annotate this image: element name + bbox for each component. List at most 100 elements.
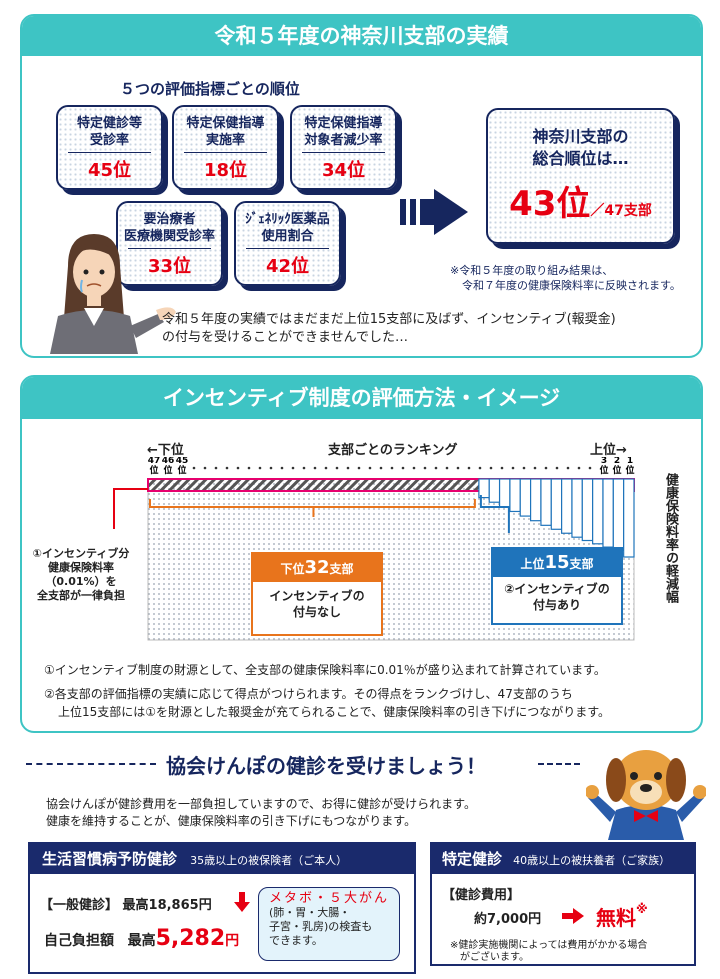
burden-line: 全支部が一律負担 (37, 589, 125, 602)
upper-reduction-bar (540, 478, 552, 526)
upper-group-box: 上位15支部 ②インセンティブの 付与あり (491, 547, 623, 625)
rank-label: 46 (162, 457, 175, 466)
general-checkup-cost: 【一般健診】 最高18,865円 (40, 898, 212, 913)
ellipsis-dot (269, 466, 273, 470)
self-pay-prefix: 最高 (127, 933, 156, 949)
dog-mascot-illustration (586, 750, 706, 840)
checkup-body-2: 健康を維持することが、健康保険料率の引き下げにもつながります。 (46, 814, 417, 828)
burden-line: （0.01%）を (45, 575, 117, 588)
metric-label: 特定健診等 (76, 116, 142, 131)
metric-card-2: 特定保健指導 実施率 18位 (172, 105, 279, 190)
arrow-right-icon (400, 189, 468, 235)
ellipsis-dot (566, 466, 570, 470)
ellipsis-dot (588, 466, 592, 470)
rank-label-suffix: 位 (612, 464, 621, 476)
metric-rank: 33位 (147, 256, 192, 277)
self-pay-label: 自己負担額 (44, 933, 114, 949)
rank-label-suffix: 位 (625, 464, 634, 476)
free-mark: ※ (636, 902, 648, 916)
ellipsis-dot (478, 466, 482, 470)
ellipsis-dot (313, 466, 317, 470)
rank-label-suffix: 位 (149, 464, 158, 476)
free-label: 無料※ (596, 902, 648, 931)
metric-label: 医療機関受診率 (123, 229, 215, 244)
lower-group-head: 下位32支部 (253, 554, 381, 582)
rank-label: 47 (148, 457, 161, 466)
rank-label: 1 (627, 457, 633, 466)
metric-card-5: ｼﾞｪﾈﾘｯｸ医薬品 使用割合 42位 (234, 201, 341, 286)
ellipsis-dot (467, 466, 471, 470)
ellipsis-dot (346, 466, 350, 470)
upper-reduction-bar (592, 478, 604, 545)
checkup-cost: 約7,000円 (474, 912, 542, 927)
cost-note: ※健診実施機関によっては費用がかかる場合 (450, 940, 648, 951)
lower-group-text: インセンティブの (269, 589, 365, 603)
metric-rank: 42位 (265, 256, 310, 277)
upper-reduction-bar (519, 478, 532, 517)
upper-group-head: 上位15支部 (493, 549, 621, 577)
upper-reduction-bar (571, 478, 583, 538)
free-value: 無料 (596, 906, 636, 930)
ellipsis-dot (225, 466, 229, 470)
burden-connector (113, 488, 148, 529)
ellipsis-dot (544, 466, 548, 470)
upper-group-bracket (479, 495, 509, 508)
section-results-title: 令和５年度の神奈川支部の実績 (22, 16, 701, 56)
metric-label: 実施率 (205, 133, 245, 148)
upper-reduction-bar (612, 478, 625, 552)
specific-checkup-title: 特定健診 (442, 850, 503, 868)
dash-line (26, 763, 156, 765)
rank-label-suffix: 位 (177, 464, 186, 476)
metabo-callout: メタボ・５大がん (肺・胃・大腸・ 子宮・乳房)の検査も できます。 (258, 887, 400, 961)
incentive-note-2b: 上位15支部には①を財源とした報奨金が充てられることで、健康保険料率の引き下げに… (58, 705, 610, 719)
metabo-text: 子宮・乳房)の検査も (269, 920, 373, 933)
ellipsis-dot (302, 466, 306, 470)
ellipsis-dot (533, 466, 537, 470)
incentive-note-2a: ②各支部の評価指標の実績に応じて得点がつけられます。その得点をランクづけし、47… (44, 687, 573, 701)
upper-reduction-bar (498, 478, 511, 508)
specific-checkup-subtitle: 40歳以上の被扶養者（ご家族） (513, 854, 671, 867)
section-incentive: インセンティブ制度の評価方法・イメージ ←下位 支部ごとのランキング 上位→ 健… (20, 375, 703, 733)
ellipsis-dot (401, 466, 405, 470)
ellipsis-dot (368, 466, 372, 470)
metabo-text: できます。 (269, 934, 323, 947)
ellipsis-dot (335, 466, 339, 470)
lifestyle-checkup-head: 生活習慣病予防健診 35歳以上の被保険者（ご本人） (30, 844, 414, 874)
checkup-body-1: 協会けんぽが健診費用を一部負担していますので、お得に健診が受けられます。 (46, 797, 476, 811)
incentive-note-1: ①インセンティブ制度の財源として、全支部の健康保険料率に0.01％が盛り込まれて… (44, 663, 606, 677)
upper-reduction-bar (509, 478, 521, 513)
dash-line (538, 763, 580, 765)
ellipsis-dot (291, 466, 295, 470)
metric-label: 使用割合 (261, 229, 314, 244)
lower-group-text: 付与なし (292, 605, 341, 619)
checkup-title-row: 協会けんぽの健診を受けましょう！ (20, 750, 580, 778)
upper-reduction-bar (602, 478, 614, 548)
checkup-cost-label: 【健診費用】 (442, 888, 521, 903)
rank-label: 3 (601, 457, 607, 466)
ellipsis-dot (412, 466, 416, 470)
arrow-right-red-icon (562, 908, 584, 924)
ellipsis-dot (379, 466, 383, 470)
specific-checkup-box: 特定健診 40歳以上の被扶養者（ご家族） 【健診費用】 約7,000円 無料※ … (430, 842, 696, 966)
speech-text: の付与を受けることができませんでした… (162, 330, 408, 345)
metric-label: ｼﾞｪﾈﾘｯｸ医薬品 (245, 212, 330, 227)
total-rank-value: 43位 (509, 184, 591, 224)
upper-group-text: ②インセンティブの (504, 582, 610, 596)
cost-note: がございます。 (460, 952, 529, 963)
burden-text: ①インセンティブ分 健康保険料率 （0.01%）を 全支部が一律負担 (22, 547, 140, 603)
ellipsis-dot (192, 466, 196, 470)
metric-rank: 45位 (87, 160, 132, 181)
ellipsis-dot (522, 466, 526, 470)
ellipsis-dot (456, 466, 460, 470)
metric-rank: 34位 (321, 160, 366, 181)
ellipsis-dot (390, 466, 394, 470)
upper-reduction-bar (488, 478, 501, 503)
metric-label: 特定保健指導 (186, 116, 265, 131)
chart-right-direction: 上位→ (590, 443, 627, 458)
metabo-title: メタボ・５大がん (269, 891, 390, 906)
metric-label: 対象者減少率 (304, 133, 383, 148)
chart-center-label: 支部ごとのランキング (328, 443, 458, 458)
ellipsis-dot (445, 466, 449, 470)
upper-reduction-bar (623, 478, 635, 558)
ellipsis-dot (577, 466, 581, 470)
